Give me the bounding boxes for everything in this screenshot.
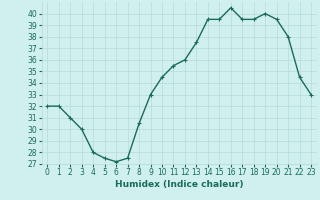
- X-axis label: Humidex (Indice chaleur): Humidex (Indice chaleur): [115, 180, 244, 189]
